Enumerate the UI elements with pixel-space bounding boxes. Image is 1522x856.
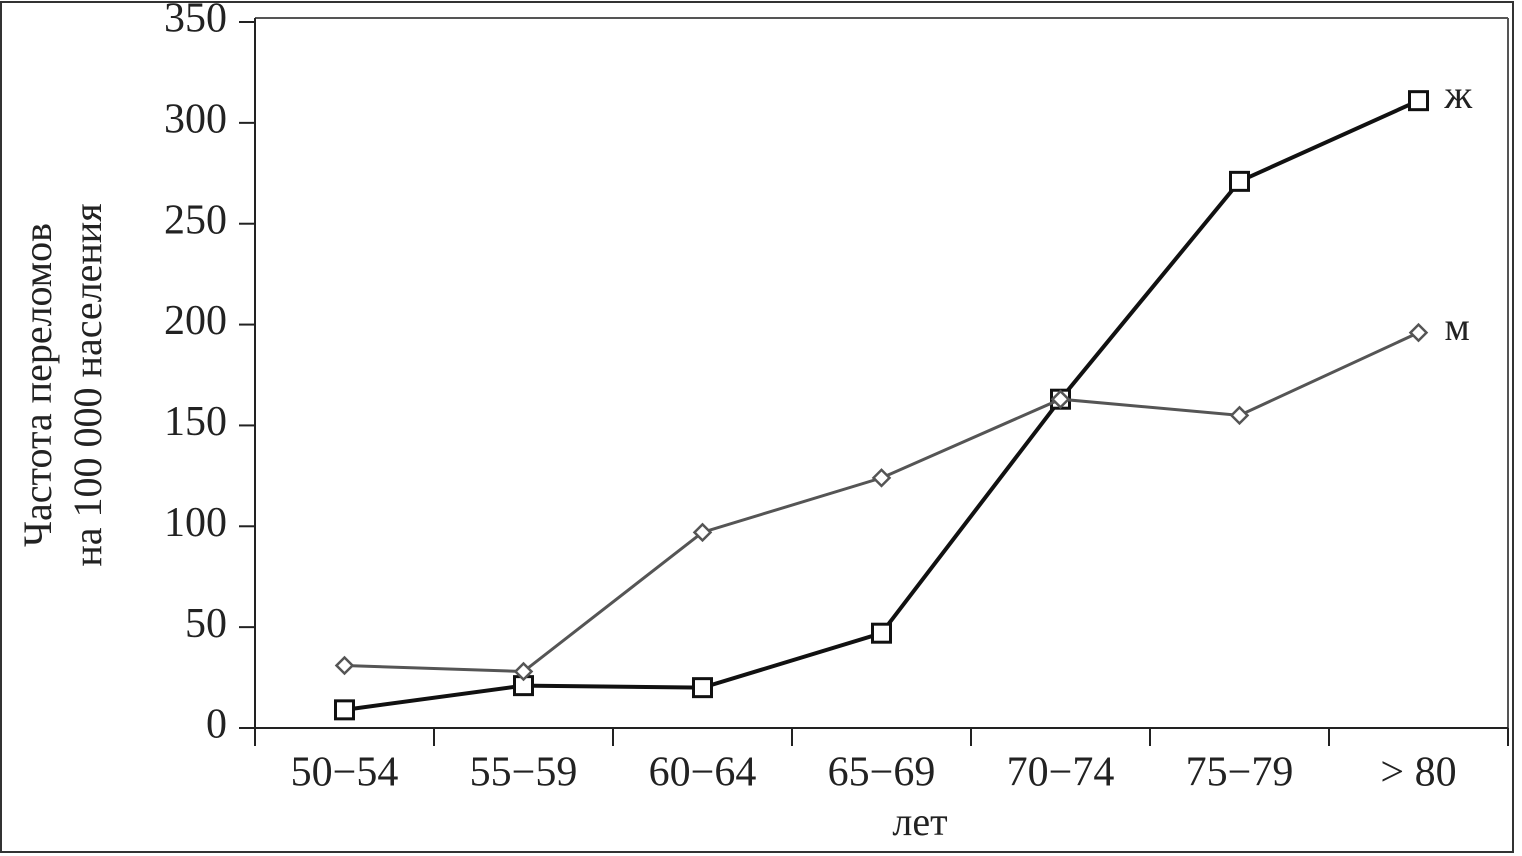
y-axis-label: Частота переломов — [15, 223, 60, 547]
marker — [1408, 90, 1429, 112]
marker — [1229, 170, 1250, 192]
x-tick-label: 60−64 — [649, 750, 757, 796]
marker — [1408, 322, 1429, 343]
y-tick-label: 300 — [164, 96, 227, 142]
marker — [513, 661, 534, 682]
x-tick-label: 50−54 — [291, 750, 399, 796]
x-tick-label: 55−59 — [470, 750, 578, 796]
y-tick-label: 350 — [164, 0, 227, 42]
y-tick-label: 50 — [185, 601, 227, 647]
marker — [692, 677, 713, 699]
y-axis-label: на 100 000 населения — [65, 203, 110, 566]
y-tick-label: 250 — [164, 197, 227, 243]
y-tick-label: 0 — [206, 702, 227, 748]
x-tick-label: > 80 — [1380, 750, 1456, 796]
series-line — [344, 98, 1420, 712]
marker — [692, 522, 713, 543]
series-line — [344, 331, 1420, 674]
x-tick-label: 70−74 — [1007, 750, 1115, 796]
marker — [871, 622, 892, 644]
marker — [334, 699, 355, 721]
marker — [1050, 389, 1071, 409]
x-tick-label: 65−69 — [828, 750, 936, 796]
y-tick-label: 100 — [164, 500, 227, 546]
x-tick-label: 75−79 — [1186, 750, 1294, 796]
y-tick-label: 150 — [164, 399, 227, 445]
marker — [334, 655, 355, 676]
y-tick-label: 200 — [164, 298, 227, 344]
x-axis-label: лет — [892, 799, 947, 844]
legend-label: ж — [1444, 72, 1473, 117]
marker — [1229, 405, 1250, 426]
marker — [871, 468, 892, 488]
legend-label: м — [1445, 304, 1470, 349]
